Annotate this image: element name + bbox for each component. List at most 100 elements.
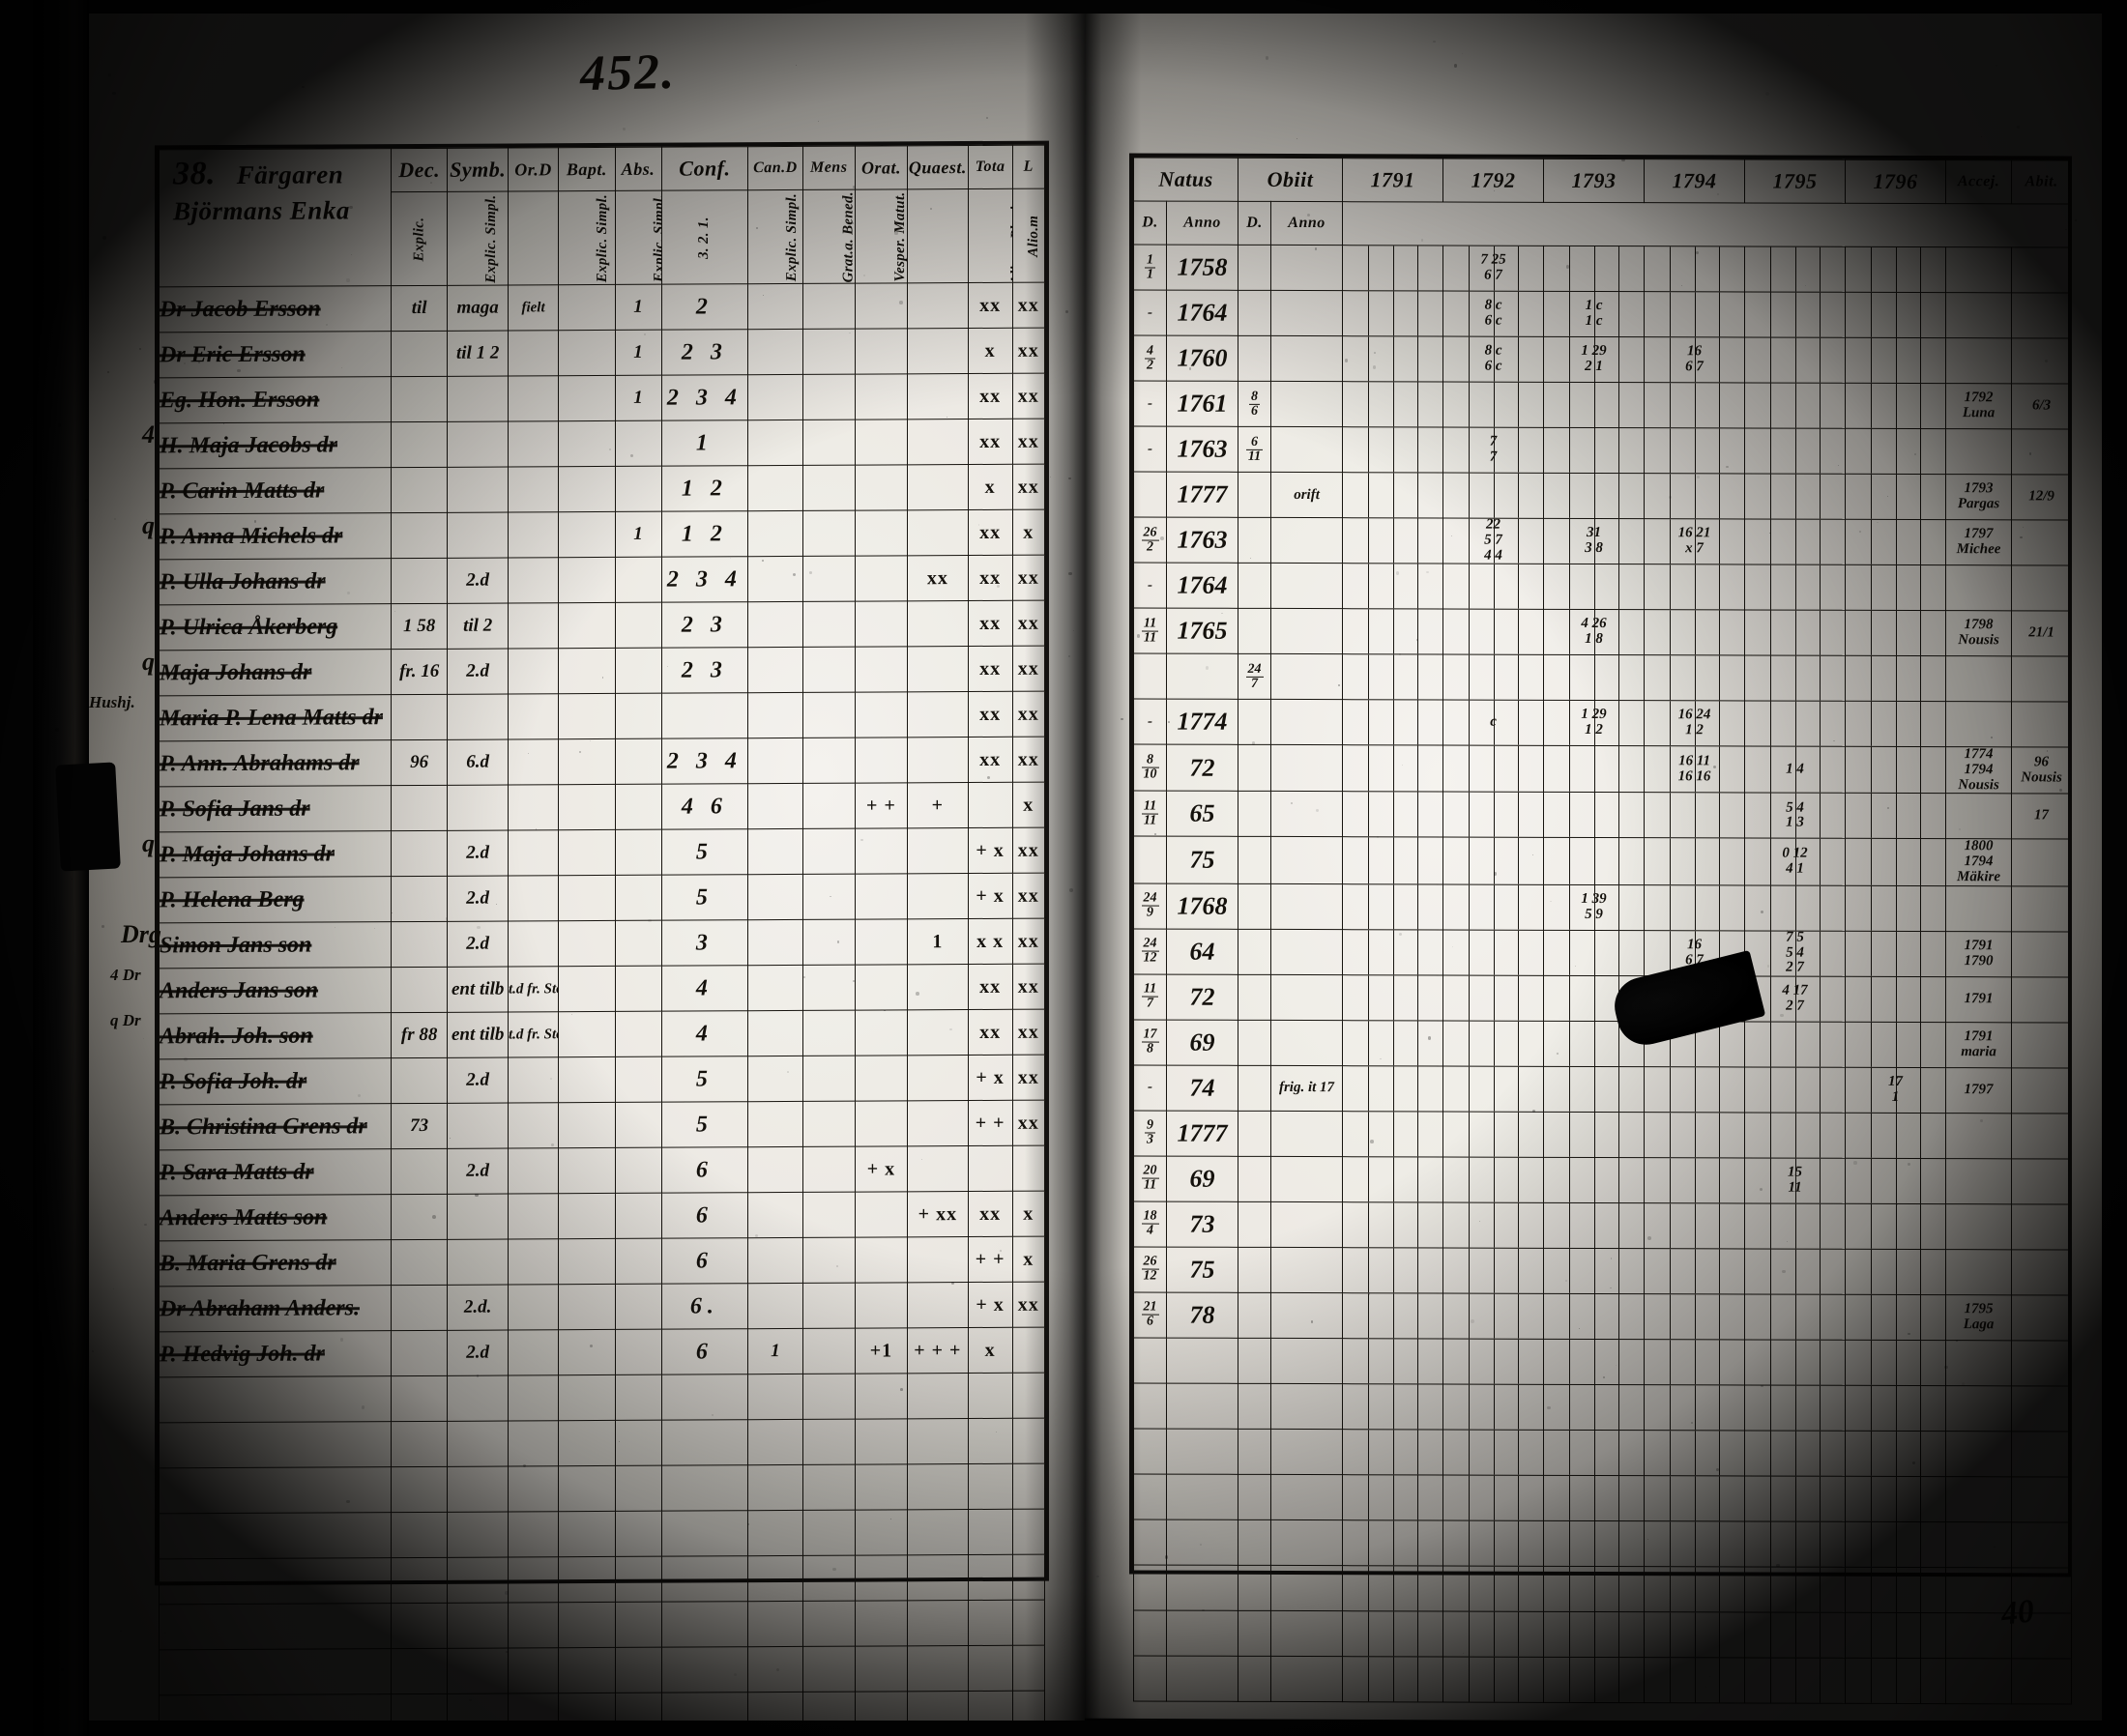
cell-y1792 (1442, 974, 1544, 1021)
cell-abit: 21/1 (2011, 610, 2072, 657)
cell-tota: xx (968, 1191, 1013, 1237)
cell-ord (508, 1193, 559, 1240)
cell-blank (615, 1647, 662, 1693)
cell-abit (2011, 564, 2072, 612)
cell-blank (1744, 1611, 1846, 1658)
cell-blank (159, 1466, 392, 1514)
cell-cand (747, 1056, 803, 1102)
cell-tota: xx (968, 555, 1013, 601)
cell-obiit-day (1238, 973, 1271, 1020)
cell-tota: + + (968, 1100, 1013, 1146)
cell-blank (1133, 1655, 1167, 1701)
cell-natus-anno: 1764 (1166, 290, 1238, 336)
cell-blank (1845, 1520, 1946, 1568)
entry-title-cell: 38. Färgaren Björmans Enka (159, 148, 392, 287)
cell-blank (391, 1603, 448, 1649)
cell-blank (1238, 1655, 1271, 1701)
register-row: 17 8 69 1791 maria (1133, 1019, 2072, 1068)
cell-y1795 (1744, 1066, 1846, 1113)
cell-y1796 (1845, 610, 1946, 656)
cell-blank (661, 1646, 748, 1693)
cell-ord (508, 784, 559, 831)
cell-blank (1543, 1610, 1645, 1658)
cell-symb: 2.d (447, 830, 509, 877)
cell-y1795 (1744, 1021, 1846, 1067)
cell-blank (855, 1463, 908, 1511)
cell-blank (1342, 1383, 1443, 1430)
cell-obiit-day (1238, 791, 1271, 837)
cell-y1794 (1644, 564, 1745, 610)
cell-blank (1012, 1463, 1045, 1510)
cell-blank (1543, 1383, 1645, 1431)
cell-natus-anno: 74 (1166, 1064, 1238, 1111)
cell-blank (1945, 1340, 2012, 1386)
cell-y1792: 7 25 6 7 (1442, 245, 1544, 292)
cell-symb: til 2 (447, 603, 509, 650)
entry-title: 38. Färgaren Björmans Enka (173, 152, 391, 227)
cell-dec (391, 467, 448, 513)
cell-symb: 2.d (447, 649, 509, 695)
cell-blank (802, 1464, 856, 1511)
cell-y1796 (1845, 655, 1946, 702)
cell-l: x (1012, 1236, 1045, 1283)
cell-abs (615, 693, 662, 739)
cell-y1796 (1845, 246, 1946, 293)
cell-blank (1133, 1564, 1167, 1610)
ledger-row: P. Ulla Johans dr 2.d 2 3 4 xx xx xx (159, 555, 1045, 605)
register-row-blank (1133, 1428, 2072, 1477)
register-row: -1763 6 11 7 7 (1133, 425, 2072, 476)
cell-orat (855, 600, 908, 648)
cell-obiit-anno (1270, 335, 1343, 382)
cell-y1793 (1543, 1156, 1645, 1203)
cell-blank (1238, 1519, 1271, 1565)
cell-blank (447, 1466, 509, 1513)
ledger-row-blank (159, 1373, 1045, 1423)
cell-natus-day: - (1133, 562, 1167, 609)
cell-abit (2011, 839, 2072, 886)
cell-quaest (907, 464, 969, 510)
cell-blank (968, 1645, 1013, 1692)
cell-blank (1270, 1564, 1343, 1611)
cell-y1794: 16 21 x 7 (1644, 518, 1745, 564)
cell-symb: ent tilb (447, 967, 509, 1013)
subheader-abs: Explic. Simpl. (615, 190, 662, 285)
cell-blank (1744, 1384, 1846, 1431)
cell-dec: 73 (391, 1103, 448, 1149)
cell-obiit-anno (1270, 928, 1343, 975)
cell-blank (1442, 1338, 1544, 1384)
cell-natus-day (1133, 652, 1167, 700)
cell-y1793 (1543, 1201, 1645, 1249)
cell-abs (615, 966, 662, 1012)
cell-orat (855, 737, 908, 784)
cell-quaest: xx (907, 555, 969, 601)
cell-y1794: 16 24 1 2 (1644, 700, 1745, 746)
cell-abs (615, 420, 662, 467)
cell-y1794 (1644, 654, 1745, 701)
cell-y1791 (1342, 517, 1443, 564)
cell-natus-day: - (1133, 425, 1167, 473)
cell-accessit (1945, 1158, 2012, 1204)
cell-natus-anno: 1761 (1166, 381, 1238, 427)
cell-y1793 (1543, 654, 1645, 701)
cell-bapt (558, 330, 616, 376)
cell-obiit-day (1238, 928, 1271, 974)
person-name-cell: P. Sofia Jans dr (159, 785, 392, 832)
cell-natus-anno: 64 (1166, 928, 1238, 974)
cell-natus-day: 20 11 (1133, 1155, 1167, 1201)
cell-quaest (907, 691, 969, 738)
cell-symb: 2.d (447, 558, 509, 604)
cell-l: xx (1012, 600, 1045, 647)
cell-bapt (558, 875, 616, 921)
cell-blank (1166, 1382, 1238, 1429)
cell-conf: 2 3 (661, 647, 748, 694)
left-header-row-main: 38. Färgaren Björmans Enka Dec. Symb. Or… (159, 145, 1045, 287)
cell-blank (1644, 1566, 1745, 1612)
cell-orat (855, 1236, 908, 1284)
cell-abit (2011, 519, 2072, 566)
cell-y1792 (1442, 1292, 1544, 1339)
cell-orat (855, 373, 908, 420)
cell-blank (558, 1602, 616, 1648)
cell-mens (802, 783, 856, 829)
